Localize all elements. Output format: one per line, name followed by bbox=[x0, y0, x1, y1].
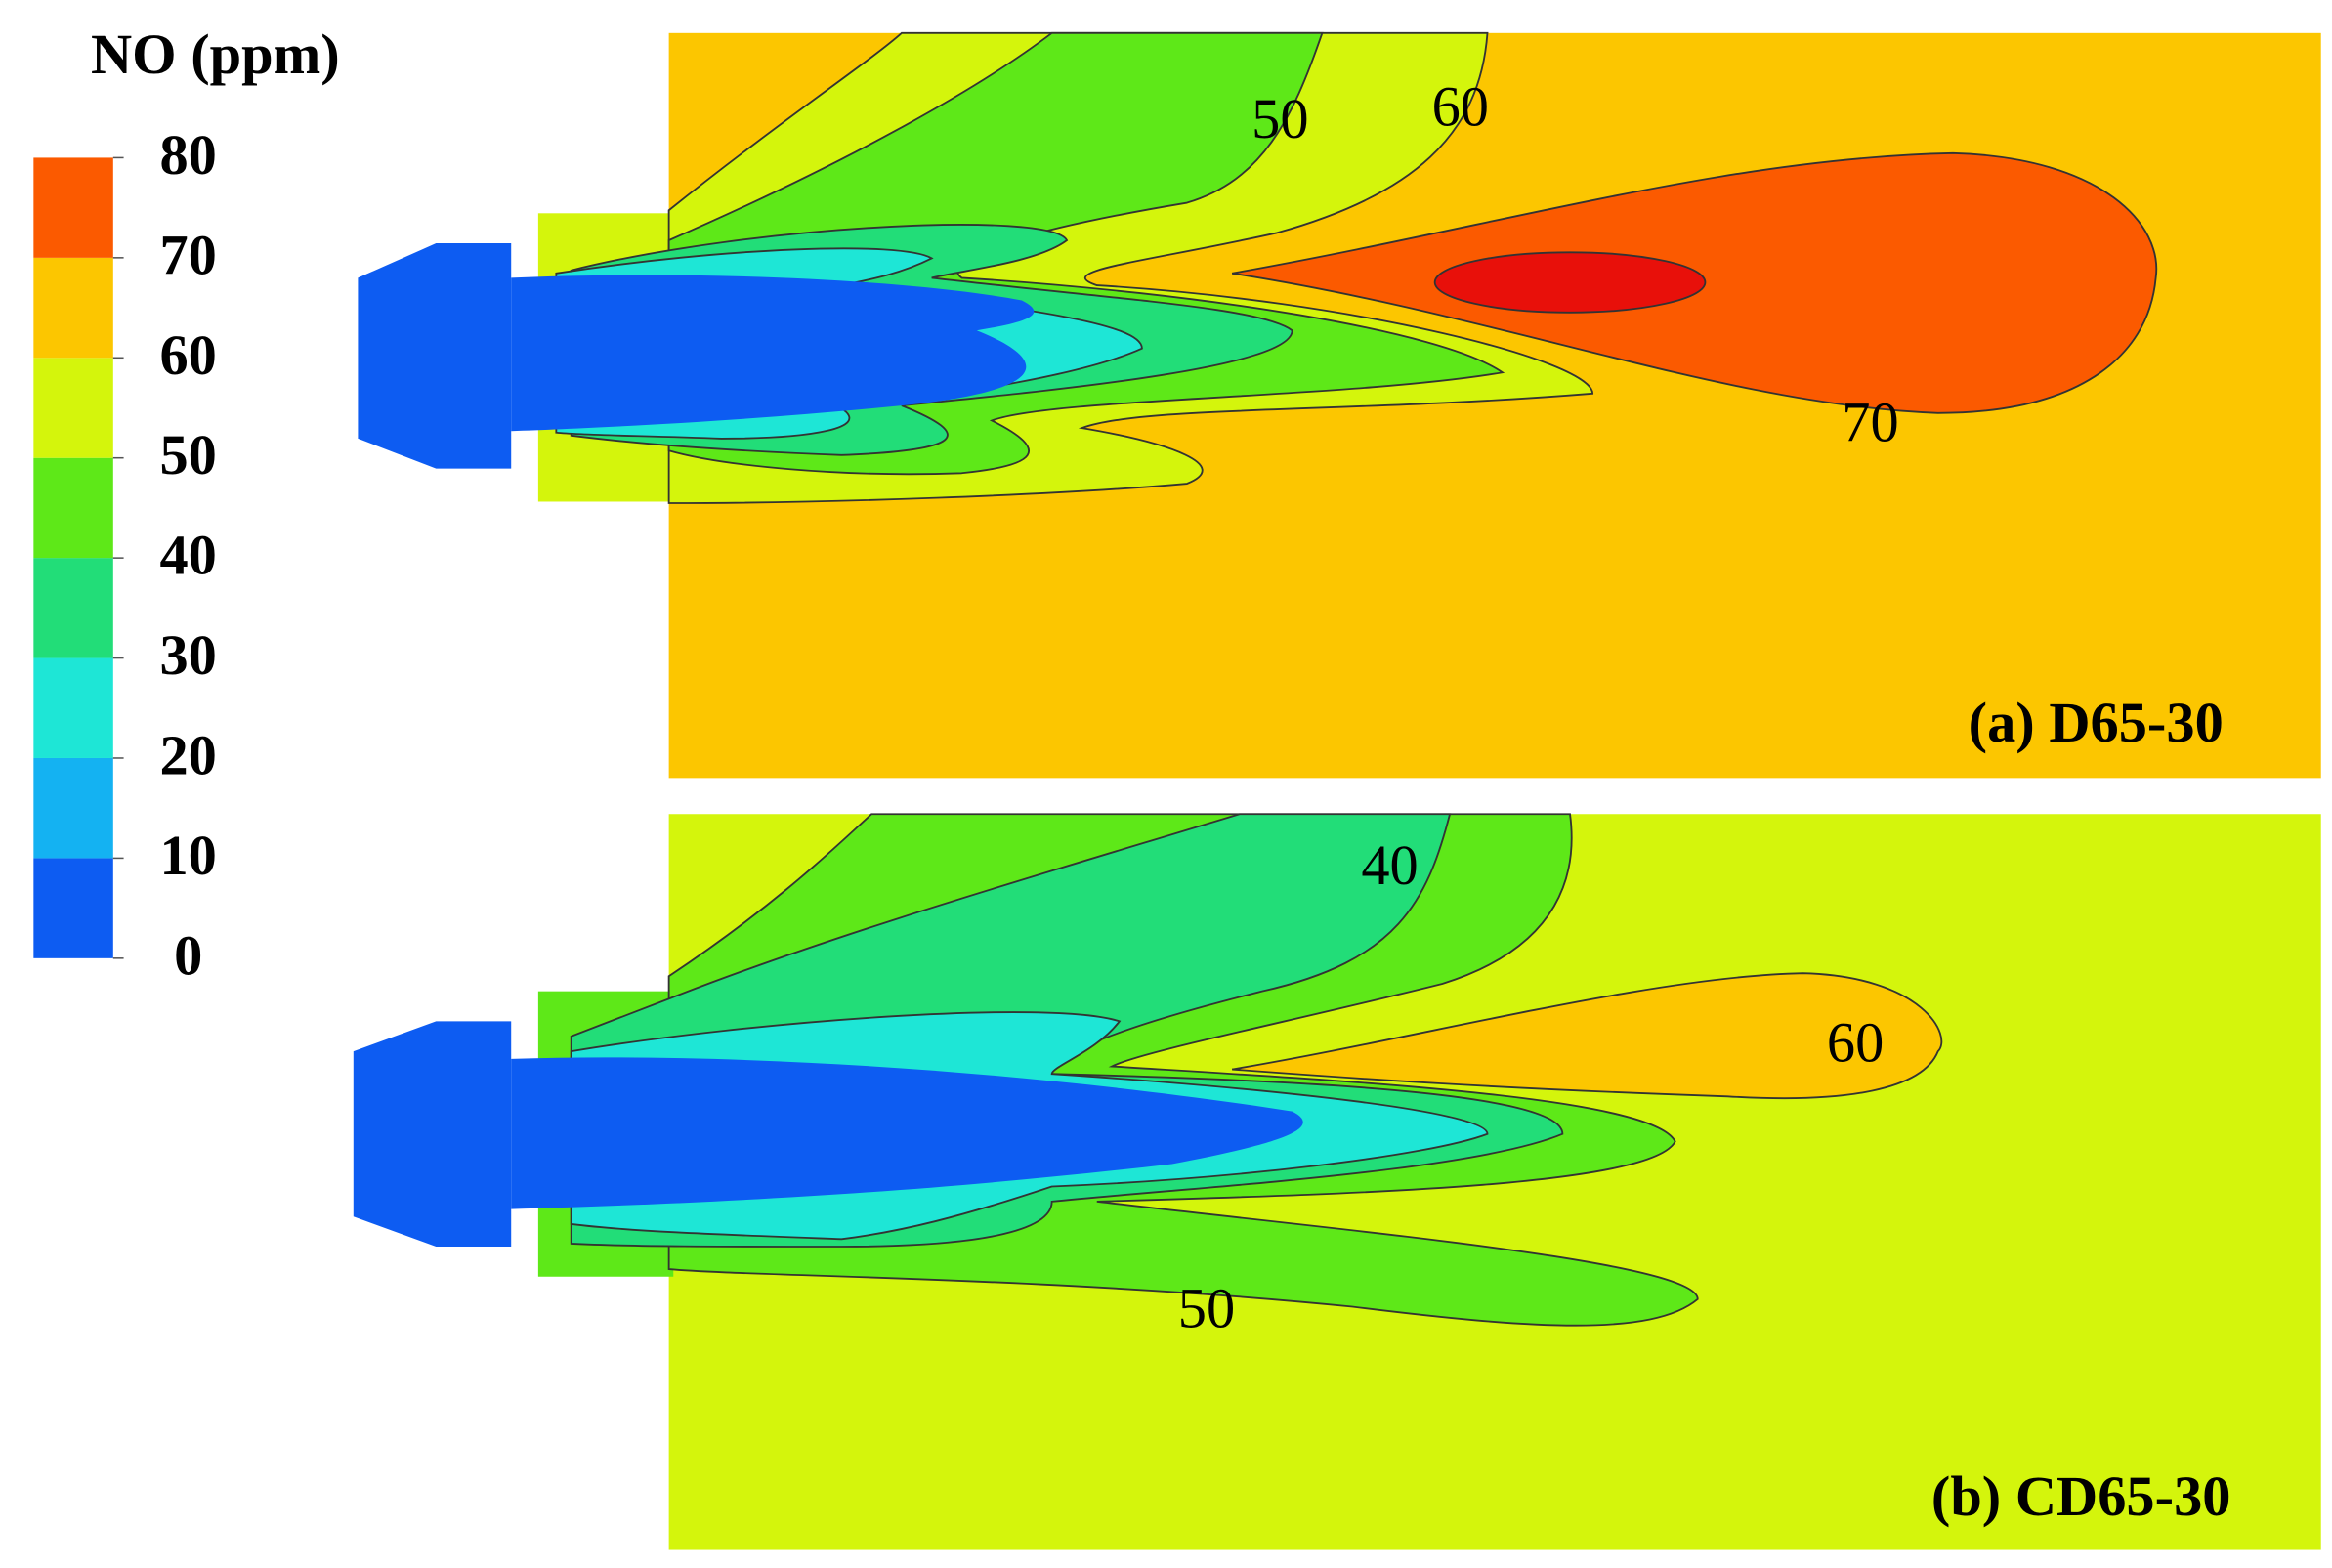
colorbar-tick-label: 0 bbox=[174, 923, 202, 987]
colorbar-band bbox=[33, 457, 113, 559]
colorbar-tick-label: 70 bbox=[159, 223, 216, 286]
colorbar: 0 10 20 30 40 50 60 70 80 bbox=[33, 123, 217, 987]
burner bbox=[358, 243, 512, 469]
contour-label: 60 bbox=[1827, 1010, 1884, 1074]
contour-region bbox=[1433, 251, 1707, 314]
contour-region bbox=[511, 1057, 1303, 1209]
colorbar-band bbox=[33, 358, 113, 458]
contour-label: 70 bbox=[1842, 391, 1898, 454]
contour-region bbox=[511, 275, 1035, 432]
colorbar-band bbox=[33, 157, 113, 258]
panel-label: (a) D65-30 bbox=[1969, 691, 2224, 754]
labels: (a) D65-30 50 60 70 (b) CD65-30 40 60 50 bbox=[1178, 75, 2231, 1528]
contour-label: 60 bbox=[1432, 75, 1489, 139]
panel-label: (b) CD65-30 bbox=[1931, 1464, 2231, 1528]
contour-label: 40 bbox=[1361, 833, 1418, 897]
colorbar-tick-label: 30 bbox=[159, 623, 216, 687]
colorbar-tick-label: 60 bbox=[159, 323, 216, 387]
colorbar-tick-label: 80 bbox=[159, 123, 216, 187]
colorbar-band bbox=[33, 858, 113, 958]
panel-a bbox=[358, 31, 2321, 779]
colorbar-band bbox=[33, 558, 113, 658]
contour-label: 50 bbox=[1251, 87, 1308, 150]
burner bbox=[353, 1021, 512, 1248]
colorbar-band bbox=[33, 657, 113, 758]
colorbar-tick-label: 20 bbox=[159, 723, 216, 786]
contour-region bbox=[1231, 972, 1943, 1100]
colorbar-tick-label: 50 bbox=[159, 423, 216, 487]
colorbar-tick-label: 10 bbox=[159, 824, 216, 887]
colorbar-title: NO (ppm) bbox=[91, 22, 340, 86]
colorbar-tick-label: 40 bbox=[159, 524, 216, 587]
colorbar-band bbox=[33, 257, 113, 359]
panel-b bbox=[353, 813, 2321, 1550]
contour-label: 50 bbox=[1178, 1277, 1235, 1340]
colorbar-band bbox=[33, 757, 113, 859]
